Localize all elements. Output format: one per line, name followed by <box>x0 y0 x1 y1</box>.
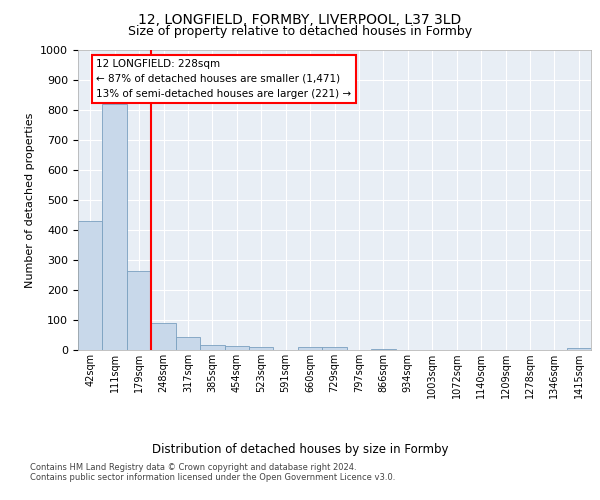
Text: 12, LONGFIELD, FORMBY, LIVERPOOL, L37 3LD: 12, LONGFIELD, FORMBY, LIVERPOOL, L37 3L… <box>139 12 461 26</box>
Text: Size of property relative to detached houses in Formby: Size of property relative to detached ho… <box>128 25 472 38</box>
Text: Distribution of detached houses by size in Formby: Distribution of detached houses by size … <box>152 442 448 456</box>
Bar <box>322 347 347 350</box>
Text: 12 LONGFIELD: 228sqm
← 87% of detached houses are smaller (1,471)
13% of semi-de: 12 LONGFIELD: 228sqm ← 87% of detached h… <box>97 59 352 98</box>
Bar <box>127 270 151 350</box>
Text: Contains HM Land Registry data © Crown copyright and database right 2024.: Contains HM Land Registry data © Crown c… <box>30 464 356 472</box>
Bar <box>151 323 176 350</box>
Bar <box>566 348 591 350</box>
Bar <box>176 338 200 350</box>
Bar <box>200 344 224 350</box>
Bar <box>78 221 103 350</box>
Text: Contains public sector information licensed under the Open Government Licence v3: Contains public sector information licen… <box>30 474 395 482</box>
Bar <box>249 347 274 350</box>
Bar <box>298 347 322 350</box>
Bar <box>103 104 127 350</box>
Bar <box>371 348 395 350</box>
Bar <box>224 346 249 350</box>
Y-axis label: Number of detached properties: Number of detached properties <box>25 112 35 288</box>
